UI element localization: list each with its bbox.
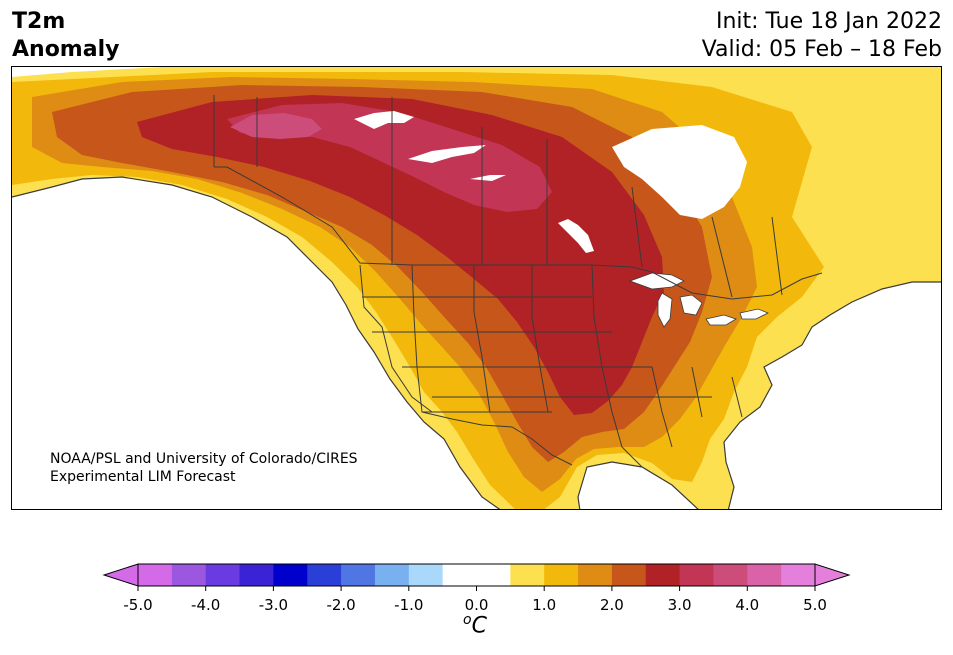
gulf-of-mexico (578, 462, 698, 509)
forecast-dates: Init: Tue 18 Jan 2022 Valid: 05 Feb – 18… (702, 8, 942, 64)
colorbar-cell (781, 564, 816, 586)
colorbar-cell (442, 564, 477, 586)
colorbar-cell (307, 564, 342, 586)
hudson-bay (612, 125, 747, 219)
colorbar-cell (171, 564, 207, 586)
valid-range: Valid: 05 Feb – 18 Feb (701, 37, 942, 62)
colorbar-cell (544, 564, 579, 586)
province-borders (256, 97, 783, 298)
us-mexico-border (421, 411, 573, 466)
arctic-islands (392, 67, 941, 137)
colorbar-tick-label: -5.0 (123, 596, 152, 614)
colorbar-tick-label: -3.0 (259, 596, 288, 614)
great-bear-lake (354, 111, 414, 129)
colorbar-cell (476, 564, 511, 586)
anomaly-map: NOAA/PSL and University of Colorado/CIRE… (11, 66, 942, 510)
map-title: T2m Anomaly (12, 8, 119, 64)
colorbar-cell (578, 564, 613, 586)
colorbar-cell (239, 564, 274, 586)
colorbar-tick-label: -2.0 (326, 596, 355, 614)
great-lakes (628, 272, 769, 328)
coastline (12, 176, 941, 509)
colorbar-tick-label: -1.0 (394, 596, 423, 614)
colorbar-tick-label: 0.0 (465, 596, 489, 614)
colorbar-tick-label: 1.0 (532, 596, 556, 614)
colorbar-tick-label: -4.0 (191, 596, 220, 614)
colorbar-cell (205, 564, 241, 586)
colorbar-cell (611, 564, 647, 586)
colorbar-cell (138, 564, 173, 586)
great-slave-lake (408, 145, 486, 163)
colorbar-tick-label: 2.0 (600, 596, 624, 614)
unit-celsius: C (471, 613, 487, 639)
title-line-type: Anomaly (12, 37, 120, 62)
colorbar-tick-label: 4.0 (735, 596, 759, 614)
colorbar-cell (747, 564, 782, 586)
init-date: Init: Tue 18 Jan 2022 (715, 9, 942, 34)
colorbar-cell (408, 564, 444, 586)
title-line-variable: T2m (12, 9, 66, 34)
unit-degree-symbol: o (463, 612, 472, 628)
colorbar-cell (341, 564, 376, 586)
colorbar-cell (510, 564, 545, 586)
colorbar-tick-label: 3.0 (668, 596, 692, 614)
colorbar-cell (713, 564, 748, 586)
credit-text: NOAA/PSL and University of Colorado/CIRE… (50, 450, 358, 486)
anomaly-band-4-to-4-5 (230, 113, 322, 139)
credit-line-1: NOAA/PSL and University of Colorado/CIRE… (50, 451, 358, 467)
colorbar-cell (645, 564, 681, 586)
colorbar-cell (374, 564, 410, 586)
lake-athabasca (470, 175, 506, 181)
pacific-ocean (12, 177, 500, 509)
colorbar-cells (102, 563, 851, 587)
credit-line-2: Experimental LIM Forecast (50, 469, 236, 485)
map-canvas (12, 67, 941, 509)
colorbar-tick-label: 5.0 (803, 596, 827, 614)
colorbar-cell (679, 564, 714, 586)
colorbar-unit-label: oC (463, 612, 487, 638)
colorbar-under-arrow (102, 563, 139, 587)
lake-winnipeg (558, 219, 594, 253)
colorbar-over-arrow (814, 563, 851, 587)
political-boundaries (213, 95, 823, 468)
colorbar-ticks: -5.0 -4.0 -3.0 -2.0 -1.0 0.0 1.0 2.0 3.0 4.0 5.0 (123, 586, 827, 614)
colorbar-cell (273, 564, 308, 586)
